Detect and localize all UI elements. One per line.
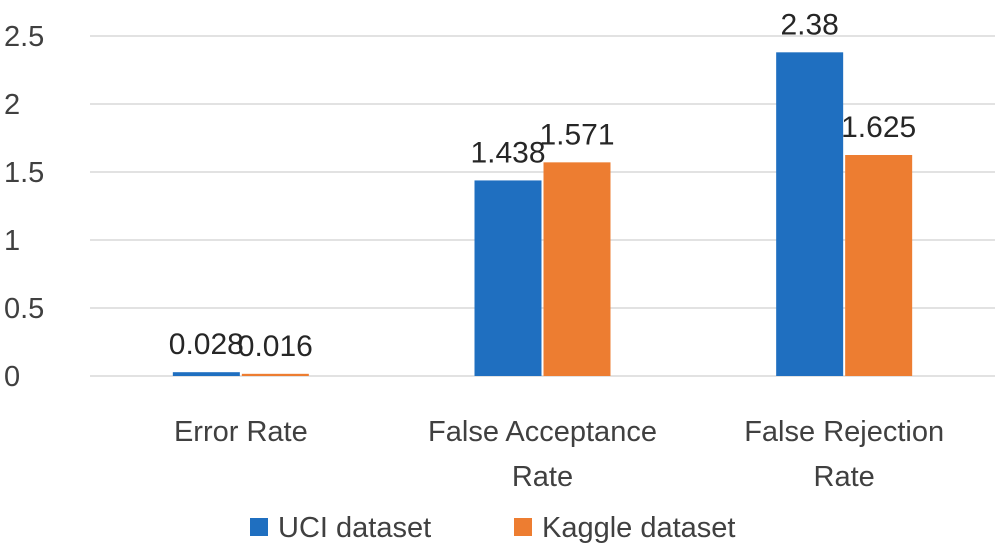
- y-tick-label: 0.5: [4, 293, 44, 325]
- bars: [172, 52, 913, 376]
- category-label: Rate: [512, 461, 573, 493]
- legend: UCI dataset Kaggle dataset: [250, 512, 735, 544]
- legend-label: UCI dataset: [278, 512, 431, 544]
- data-label: 1.438: [470, 136, 545, 169]
- legend-swatch: [250, 518, 268, 536]
- data-label: 1.625: [841, 111, 916, 144]
- y-tick-label: 1.5: [4, 157, 44, 189]
- category-label: False Rejection: [744, 416, 944, 448]
- y-tick-label: 2: [4, 89, 20, 121]
- x-axis-category-labels: Error Rate False Acceptance Rate False Reje…: [174, 416, 944, 493]
- y-tick-label: 1: [4, 225, 20, 257]
- y-axis-tick-labels: 0 0.5 1 1.5 2 2.5: [4, 21, 44, 393]
- legend-label: Kaggle dataset: [542, 512, 735, 544]
- data-label: 1.571: [539, 118, 614, 151]
- data-label: 0.016: [238, 330, 313, 363]
- bar: [474, 180, 542, 376]
- y-tick-label: 2.5: [4, 21, 44, 53]
- category-label: Rate: [814, 461, 875, 493]
- bar: [845, 155, 913, 376]
- data-label: 0.028: [169, 328, 244, 361]
- y-tick-label: 0: [4, 361, 20, 393]
- bar: [776, 52, 844, 376]
- data-label: 2.38: [780, 8, 838, 41]
- category-label: Error Rate: [174, 416, 308, 448]
- category-label: False Acceptance: [428, 416, 657, 448]
- bar: [543, 162, 611, 376]
- gridlines: [90, 35, 995, 377]
- legend-swatch: [514, 518, 532, 536]
- bar: [172, 372, 240, 376]
- bar: [241, 373, 309, 376]
